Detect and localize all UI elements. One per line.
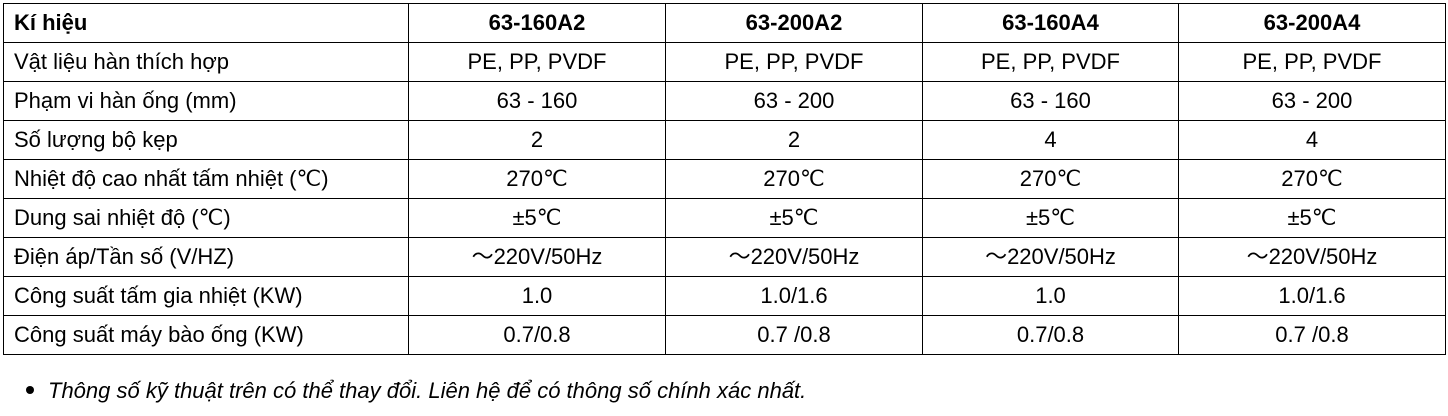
row-label: Phạm vi hàn ống (mm) <box>3 81 409 121</box>
table-cell: 63 - 200 <box>665 81 923 121</box>
table-cell: 0.7/0.8 <box>408 315 666 355</box>
table-cell: 1.0 <box>922 276 1179 316</box>
table-row: Số lượng bộ kẹp 2 2 4 4 <box>3 120 1446 160</box>
table-cell: 63 - 200 <box>1178 81 1446 121</box>
table-cell: 1.0/1.6 <box>665 276 923 316</box>
table-cell: 63-200A2 <box>665 3 923 43</box>
table-header-row: Kí hiệu 63-160A2 63-200A2 63-160A4 63-200A4 <box>3 3 1446 43</box>
table-cell: 0.7 /0.8 <box>665 315 923 355</box>
table-cell: 63-160A4 <box>922 3 1179 43</box>
table-cell: 63 - 160 <box>408 81 666 121</box>
bullet-icon <box>26 386 34 395</box>
row-label: Kí hiệu <box>3 3 409 43</box>
row-label: Công suất tấm gia nhiệt (KW) <box>3 276 409 316</box>
table-cell: ～220V/50Hz <box>665 237 923 277</box>
row-label: Công suất máy bào ống (KW) <box>3 315 409 355</box>
table-row: Dung sai nhiệt độ (℃) ±5℃ ±5℃ ±5℃ ±5℃ <box>3 198 1446 238</box>
table-cell: ±5℃ <box>1178 198 1446 238</box>
table-cell: PE, PP, PVDF <box>408 42 666 82</box>
table-cell: 63 - 160 <box>922 81 1179 121</box>
table-cell: 0.7 /0.8 <box>1178 315 1446 355</box>
table-cell: 63-160A2 <box>408 3 666 43</box>
row-label: Vật liệu hàn thích hợp <box>3 42 409 82</box>
table-cell: 2 <box>408 120 666 160</box>
table-cell: 0.7/0.8 <box>922 315 1179 355</box>
table-cell: ±5℃ <box>665 198 923 238</box>
table-cell: 270℃ <box>922 159 1179 199</box>
table-row: Phạm vi hàn ống (mm) 63 - 160 63 - 200 63 -… <box>3 81 1446 121</box>
table-row: Công suất máy bào ống (KW) 0.7/0.8 0.7 /0.… <box>3 315 1446 355</box>
table-cell: PE, PP, PVDF <box>1178 42 1446 82</box>
table-cell: 2 <box>665 120 923 160</box>
row-label: Điện áp/Tần số (V/HZ) <box>3 237 409 277</box>
table-cell: 1.0 <box>408 276 666 316</box>
table-cell: 270℃ <box>408 159 666 199</box>
table-cell: 4 <box>1178 120 1446 160</box>
table-cell: ～220V/50Hz <box>922 237 1179 277</box>
table-cell: 4 <box>922 120 1179 160</box>
table-cell: ～220V/50Hz <box>1178 237 1446 277</box>
table-row: Vật liệu hàn thích hợp PE, PP, PVDF PE, PP… <box>3 42 1446 82</box>
table-cell: ±5℃ <box>922 198 1179 238</box>
spec-table: Kí hiệu 63-160A2 63-200A2 63-160A4 63-200A4 V… <box>3 3 1446 355</box>
table-cell: 63-200A4 <box>1178 3 1446 43</box>
table-cell: ±5℃ <box>408 198 666 238</box>
footnote-text: Thông số kỹ thuật trên có thể thay đổi. … <box>48 378 807 403</box>
table-cell: 270℃ <box>665 159 923 199</box>
row-label: Nhiệt độ cao nhất tấm nhiệt (℃) <box>3 159 409 199</box>
table-cell: 270℃ <box>1178 159 1446 199</box>
table-row: Nhiệt độ cao nhất tấm nhiệt (℃) 270℃ 270℃ 2… <box>3 159 1446 199</box>
row-label: Dung sai nhiệt độ (℃) <box>3 198 409 238</box>
table-cell: ～220V/50Hz <box>408 237 666 277</box>
table-cell: PE, PP, PVDF <box>922 42 1179 82</box>
footnote: Thông số kỹ thuật trên có thể thay đổi. … <box>26 378 806 404</box>
table-cell: 1.0/1.6 <box>1178 276 1446 316</box>
table-row: Công suất tấm gia nhiệt (KW) 1.0 1.0/1.6 1.… <box>3 276 1446 316</box>
table-cell: PE, PP, PVDF <box>665 42 923 82</box>
table-row: Điện áp/Tần số (V/HZ) ～220V/50Hz ～220V/50H… <box>3 237 1446 277</box>
row-label: Số lượng bộ kẹp <box>3 120 409 160</box>
